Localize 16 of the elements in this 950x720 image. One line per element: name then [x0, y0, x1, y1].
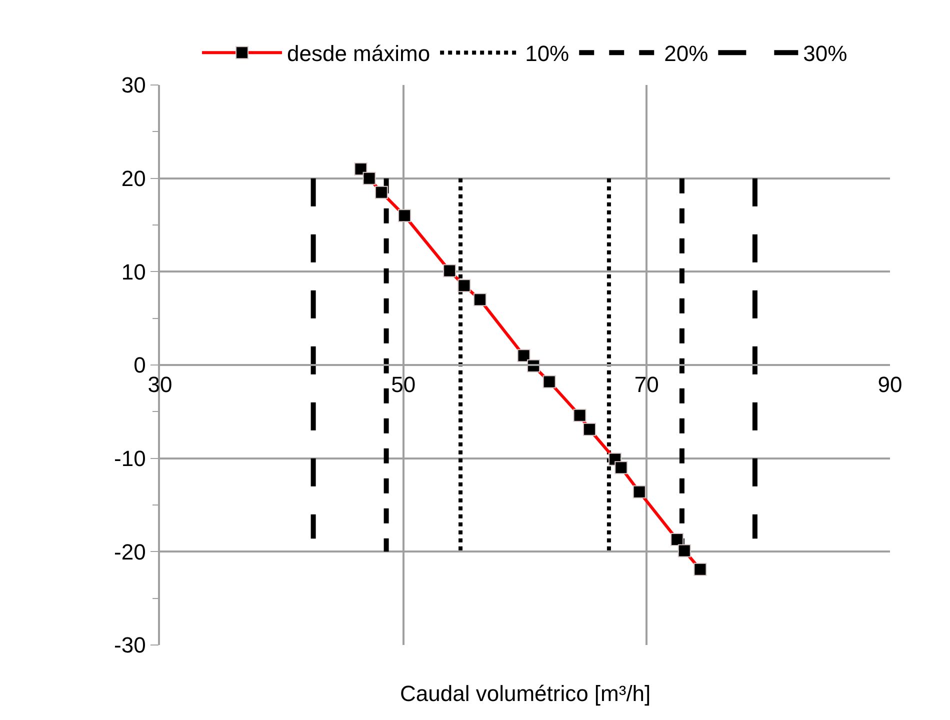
y-tick-label: -10 [114, 446, 146, 472]
y-tick-label: 0 [134, 352, 146, 378]
x-tick-label: 30 [148, 372, 172, 398]
y-tick-label: 20 [121, 166, 146, 192]
x-tick-label: 90 [878, 372, 902, 398]
legend-label: 20% [664, 41, 708, 66]
y-tick-label: 10 [121, 259, 146, 284]
y-tick-label: -30 [114, 632, 146, 658]
x-tick-label: 70 [634, 372, 659, 398]
y-tick-label: -20 [114, 539, 146, 564]
legend-label: 10% [525, 41, 570, 66]
y-tick-label: 30 [121, 72, 146, 98]
x-tick-label: 50 [391, 372, 416, 398]
legend-label: desde máximo [287, 41, 430, 66]
legend-label: 30% [803, 41, 848, 66]
x-axis-title: Caudal volumétrico [m³/h] [400, 681, 651, 706]
